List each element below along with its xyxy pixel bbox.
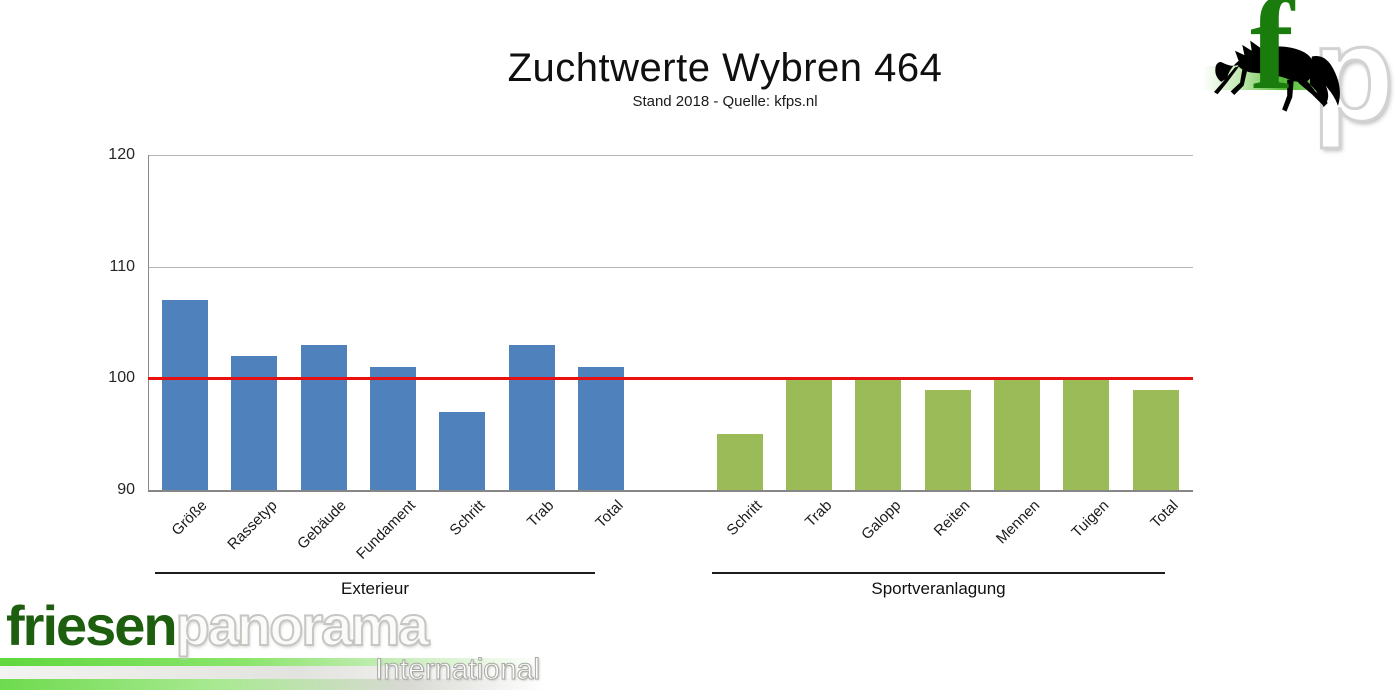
page-title: Zuchtwerte Wybren 464: [507, 46, 943, 90]
ytick-label: 100: [108, 369, 135, 387]
category-label: Trab: [524, 497, 558, 531]
footer-tagline: International: [374, 653, 540, 687]
logo-letter-f: f: [1250, 0, 1294, 117]
brand-part-friesen: friesen: [6, 594, 178, 657]
category-label: Tuigen: [1068, 497, 1113, 542]
bar: [716, 434, 763, 490]
group-underline: [712, 572, 1165, 574]
bar: [231, 356, 278, 490]
ytick-label: 110: [109, 257, 135, 275]
bar: [162, 300, 208, 490]
bar: [439, 411, 486, 490]
ytick-label: 90: [117, 481, 135, 498]
ytick-label: 120: [108, 146, 135, 163]
bar: [369, 367, 416, 490]
group-label: Sportveranlagung: [871, 579, 1006, 598]
bar: [1063, 378, 1110, 490]
category-label: Schritt: [446, 497, 489, 540]
category-label: Schritt: [723, 497, 766, 540]
group-underline: [155, 572, 595, 574]
category-label: Total: [592, 497, 628, 532]
page-subtitle: Stand 2018 - Quelle: kfps.nl: [632, 93, 818, 110]
bar: [508, 344, 555, 490]
bar: [300, 344, 347, 490]
footer-brand-text: friesenpanorama: [6, 594, 431, 657]
gridline: [148, 155, 1193, 156]
category-label: Größe: [168, 497, 212, 540]
bar: [924, 389, 971, 490]
x-axis-line: [148, 490, 1193, 492]
bar: [577, 367, 624, 490]
footer-logo: friesenpanorama International: [0, 595, 560, 700]
footer-band-green-top: [0, 658, 545, 666]
category-label: Fundament: [353, 497, 420, 563]
y-axis-line: [148, 155, 149, 490]
bar: [993, 378, 1040, 490]
category-label: Reiten: [931, 497, 974, 540]
category-label: Total: [1147, 497, 1182, 532]
gridline: [148, 266, 1193, 268]
category-label: Rassetyp: [224, 497, 281, 554]
category-label: Gebäude: [294, 497, 350, 553]
friesian-horse-icon: [1213, 40, 1340, 112]
corner-logo: p f: [1200, 0, 1400, 143]
footer-band-gray: [0, 666, 545, 679]
category-label: Mennen: [992, 497, 1044, 548]
brand-part-panorama: panorama: [175, 594, 431, 657]
bar: [785, 378, 832, 490]
footer-band-green-bottom: [0, 679, 545, 690]
bar: [1132, 389, 1179, 490]
group-label: Exterieur: [340, 579, 410, 598]
bar: [855, 378, 902, 490]
category-label: Trab: [801, 497, 836, 531]
reference-line: [148, 377, 1193, 381]
category-label: Galopp: [858, 497, 905, 544]
